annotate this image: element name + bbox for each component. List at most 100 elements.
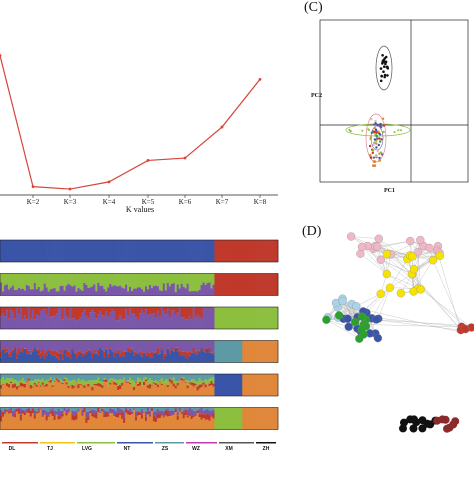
structure-bar: [236, 408, 238, 430]
structure-bar: [56, 240, 58, 262]
structure-bar: [28, 378, 30, 381]
structure-bar: [252, 408, 254, 430]
structure-bar: [139, 408, 141, 412]
structure-bar: [95, 291, 97, 295]
structure-bar: [44, 385, 46, 386]
structure-bar: [117, 380, 119, 386]
structure-bar: [71, 240, 73, 262]
structure-bar: [187, 274, 189, 284]
structure-bar: [159, 411, 161, 414]
structure-bar: [147, 240, 149, 262]
structure-bar: [103, 415, 105, 418]
structure-bar: [91, 274, 93, 287]
structure-bar: [10, 352, 12, 357]
structure-bar: [46, 416, 48, 421]
structure-bar: [230, 408, 232, 430]
structure-bar: [212, 408, 214, 410]
structure-bar: [127, 307, 129, 316]
structure-bar: [117, 274, 119, 287]
structure-bar: [97, 355, 99, 362]
structure-bar: [105, 240, 107, 262]
structure-bar: [44, 310, 46, 329]
structure-bar: [197, 374, 199, 382]
structure-bar: [109, 385, 111, 396]
structure-bar: [246, 408, 248, 430]
structure-bar: [123, 378, 125, 380]
k-value-point: [0, 54, 1, 57]
structure-bar: [216, 240, 218, 262]
structure-bar: [145, 378, 147, 380]
structure-bar: [32, 409, 34, 414]
population-label: ZH: [263, 446, 270, 452]
structure-bar: [89, 287, 91, 295]
structure-bar: [40, 385, 42, 386]
structure-bar: [95, 411, 97, 413]
structure-bar: [42, 417, 44, 429]
structure-bar: [189, 356, 191, 363]
structure-bar: [0, 240, 2, 262]
structure-bar: [12, 286, 14, 296]
structure-bar: [10, 374, 12, 379]
structure-bar: [26, 285, 28, 296]
structure-bar: [193, 387, 195, 396]
structure-bar: [68, 274, 70, 284]
structure-bar: [18, 387, 20, 396]
structure-bar: [87, 307, 89, 319]
structure-bar: [266, 341, 268, 363]
structure-bar: [14, 374, 16, 380]
structure-bar: [139, 307, 141, 313]
structure-bar: [16, 386, 18, 389]
structure-bar: [117, 307, 119, 320]
structure-bar: [60, 240, 62, 262]
structure-bar: [135, 352, 137, 354]
structure-bar: [189, 316, 191, 329]
structure-bar: [123, 423, 125, 429]
structure-bar: [93, 341, 95, 350]
structure-bar: [97, 374, 99, 377]
cluster-ellipse: [376, 46, 392, 90]
structure-bar: [256, 307, 258, 329]
structure-bar: [175, 408, 177, 409]
structure-bar: [179, 412, 181, 430]
structure-bar: [46, 380, 48, 384]
structure-bar: [258, 374, 260, 396]
structure-bar: [54, 307, 56, 316]
panel-c-label: (C): [304, 0, 323, 16]
structure-bar: [32, 413, 34, 429]
structure-bar: [40, 341, 42, 353]
structure-bar: [99, 408, 101, 412]
structure-bar: [12, 312, 14, 329]
structure-bar: [85, 418, 87, 423]
structure-bar: [173, 283, 175, 295]
structure-bar: [36, 414, 38, 430]
structure-bar: [14, 319, 16, 329]
structure-bar: [199, 378, 201, 384]
structure-bar: [42, 310, 44, 329]
structure-bar: [73, 374, 75, 380]
structure-bar: [161, 374, 163, 378]
structure-bar: [203, 411, 205, 414]
structure-bar: [169, 381, 171, 396]
structure-bar: [183, 307, 185, 318]
structure-bar: [155, 274, 157, 286]
structure-bar: [153, 416, 155, 421]
structure-bar: [143, 240, 145, 262]
structure-bar: [226, 341, 228, 363]
structure-bar: [85, 423, 87, 429]
structure-bar: [143, 313, 145, 329]
structure-bar: [119, 240, 121, 262]
structure-bar: [54, 351, 56, 355]
structure-bar: [149, 307, 151, 314]
structure-bar: [147, 411, 149, 414]
structure-bar: [155, 408, 157, 412]
structure-bar: [159, 374, 161, 380]
structure-bar: [161, 307, 163, 329]
structure-bar: [163, 418, 165, 430]
structure-bar: [195, 240, 197, 262]
structure-bar: [181, 307, 183, 317]
structure-bar: [193, 415, 195, 417]
structure-bar: [226, 374, 228, 396]
structure-bar: [18, 410, 20, 414]
structure-bar: [91, 240, 93, 262]
structure-bar: [68, 411, 70, 412]
